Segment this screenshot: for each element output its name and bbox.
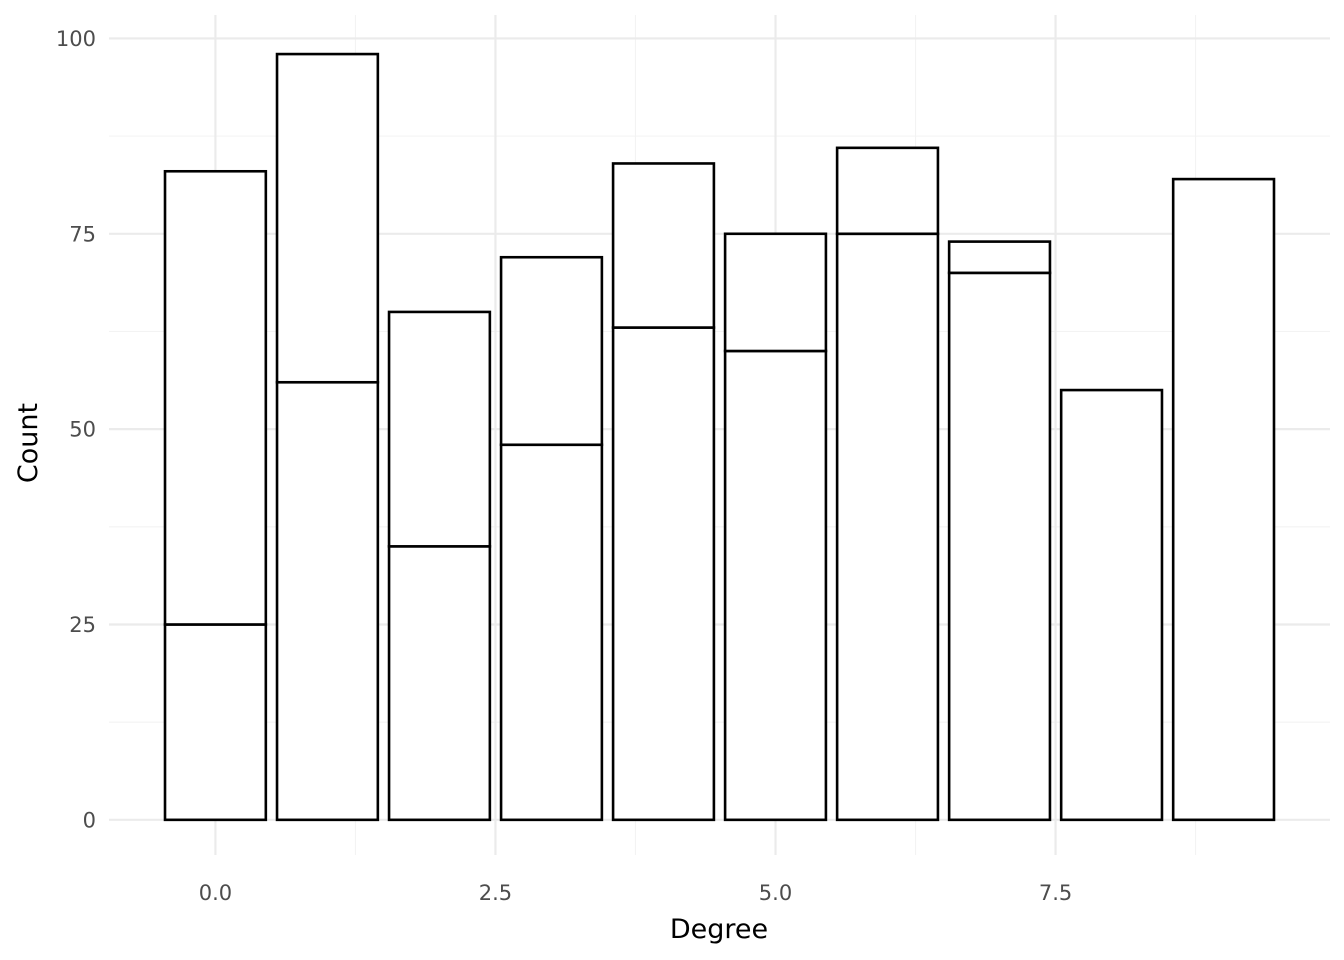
- bar-segment: [499, 443, 604, 822]
- bar-segment: [387, 545, 492, 822]
- ticks-layer: 0.0 2.5 5.0 7.5 0 25 50 75 100: [56, 27, 1072, 905]
- bar-segment: [1171, 177, 1276, 822]
- y-tick-label: 0: [83, 808, 96, 832]
- x-axis-title: Degree: [670, 914, 768, 945]
- bar-segment: [723, 349, 828, 822]
- bar-segment: [275, 380, 380, 822]
- x-tick-label: 0.0: [199, 881, 232, 905]
- y-tick-label: 50: [69, 418, 96, 442]
- y-tick-label: 25: [69, 613, 96, 637]
- x-tick-label: 2.5: [479, 881, 512, 905]
- bar-segment: [723, 232, 828, 353]
- bar-segment: [163, 169, 268, 626]
- bar-segment: [835, 146, 940, 236]
- x-tick-label: 5.0: [759, 881, 792, 905]
- y-axis-title: Count: [13, 403, 44, 483]
- bar-segment: [611, 326, 716, 822]
- bar-segment: [835, 232, 940, 822]
- x-tick-label: 7.5: [1039, 881, 1072, 905]
- bar-segment: [611, 162, 716, 329]
- bar-segment: [1059, 388, 1164, 822]
- bar-segment: [947, 240, 1052, 275]
- bar-segment: [387, 310, 492, 548]
- y-tick-label: 100: [56, 27, 96, 51]
- bar-segment: [947, 271, 1052, 822]
- bar-segment: [499, 255, 604, 447]
- y-tick-label: 75: [69, 222, 96, 246]
- bars-layer: [163, 52, 1276, 822]
- bar-segment: [163, 623, 268, 822]
- bar-segment: [275, 52, 380, 384]
